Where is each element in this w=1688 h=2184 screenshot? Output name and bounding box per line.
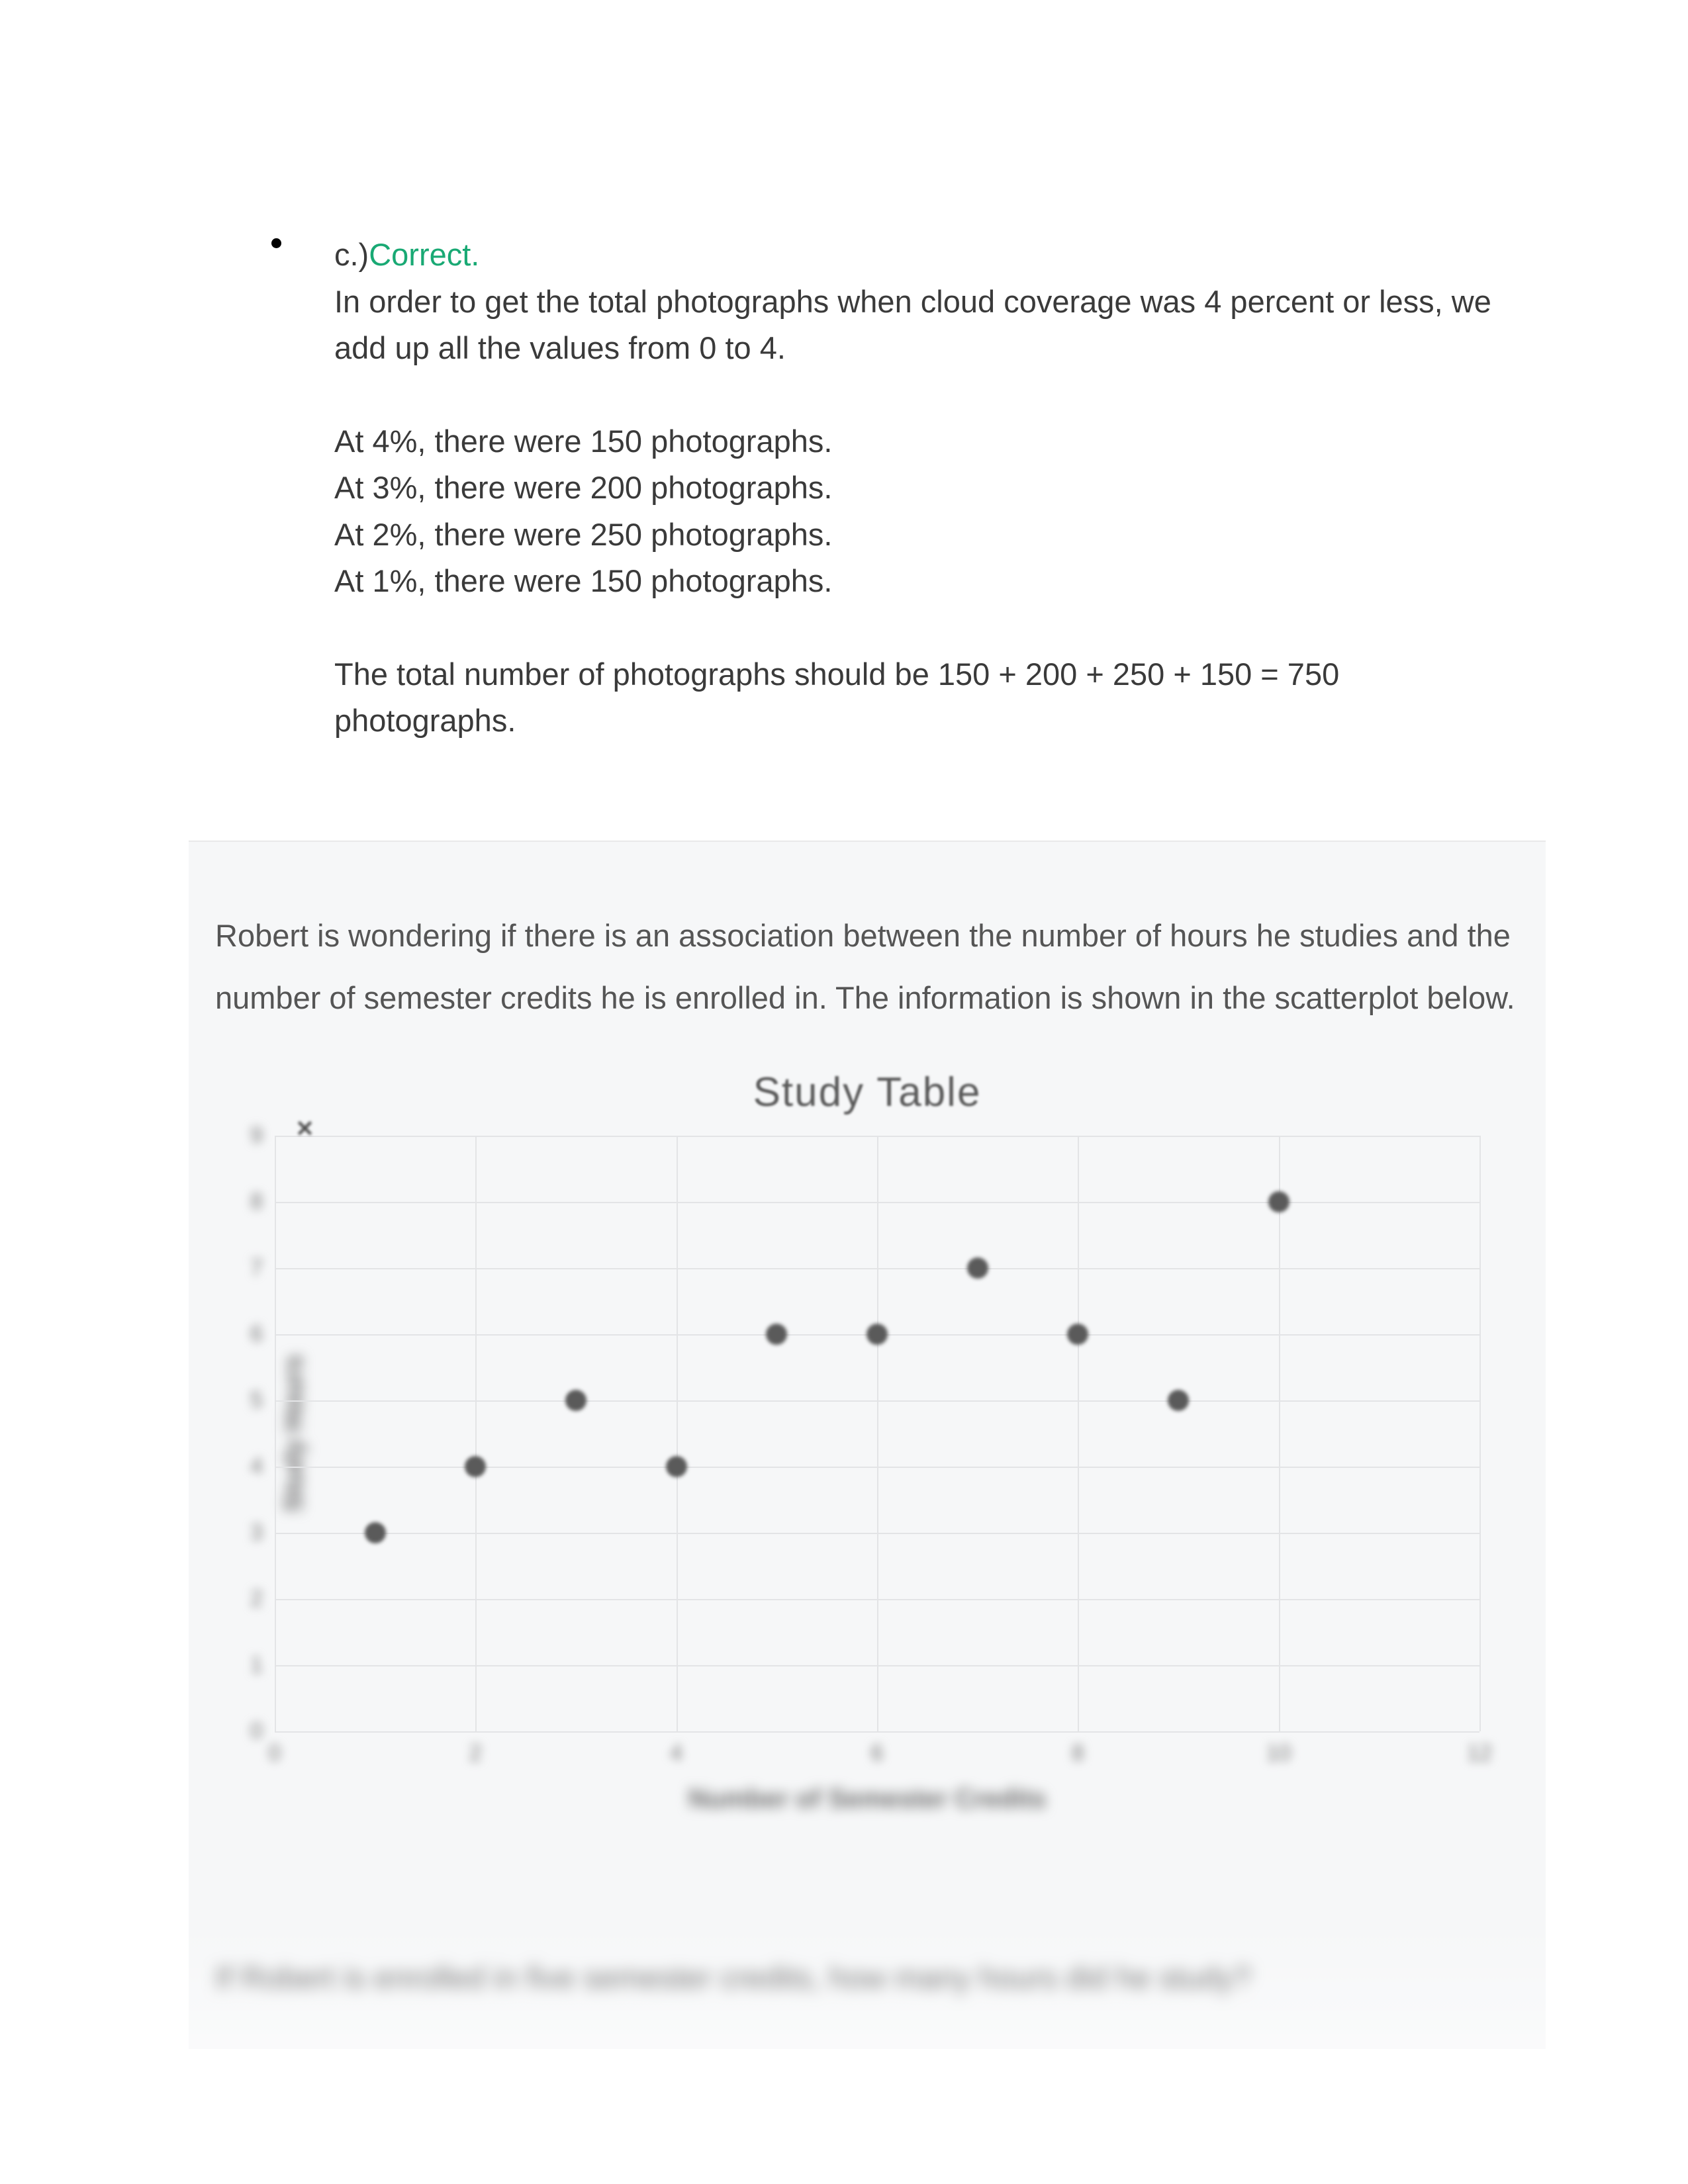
chart-ylabel: Study Hours xyxy=(279,1355,308,1512)
answer-line-2: At 2%, there were 250 photographs. xyxy=(271,512,1516,559)
chart-point xyxy=(666,1456,687,1477)
close-icon: ✕ xyxy=(295,1116,314,1142)
chart-xtick: 6 xyxy=(871,1741,884,1766)
chart-point xyxy=(867,1324,888,1345)
answer-correct: Correct. xyxy=(369,237,479,272)
chart-gridline-v xyxy=(475,1136,477,1731)
chart-gridline-h xyxy=(275,1533,1479,1534)
chart-ytick: 5 xyxy=(250,1388,263,1414)
chart-gridline-h xyxy=(275,1136,1479,1137)
answer-line-0: At 4%, there were 150 photographs. xyxy=(271,418,1516,465)
chart-ytick: 3 xyxy=(250,1520,263,1546)
chart-ytick: 8 xyxy=(250,1189,263,1215)
chart-xtick: 4 xyxy=(670,1741,682,1766)
chart-ytick: 2 xyxy=(250,1586,263,1612)
chart-xtick: 8 xyxy=(1072,1741,1084,1766)
question-block: Robert is wondering if there is an assoc… xyxy=(189,842,1546,2049)
chart-ytick: 6 xyxy=(250,1322,263,1347)
chart-gridline-h xyxy=(275,1599,1479,1600)
chart-gridline-h xyxy=(275,1467,1479,1468)
chart-gridline-v xyxy=(1078,1136,1079,1731)
spacer xyxy=(271,372,1516,418)
answer-label: c.) xyxy=(334,237,369,272)
chart-title: Study Table xyxy=(215,1069,1519,1116)
page: c.)Correct. In order to get the total ph… xyxy=(0,0,1688,2184)
chart-ytick: 9 xyxy=(250,1123,263,1149)
chart: Study Table Study Hours 0123456789024681… xyxy=(215,1069,1519,1814)
chart-point xyxy=(1268,1191,1289,1212)
chart-point xyxy=(565,1390,586,1411)
chart-gridline-v xyxy=(1479,1136,1481,1731)
answer-block: c.)Correct. In order to get the total ph… xyxy=(271,232,1516,745)
answer-heading: c.)Correct. xyxy=(271,232,1516,279)
answer-intro: In order to get the total photographs wh… xyxy=(271,279,1516,372)
chart-point xyxy=(766,1324,787,1345)
chart-point xyxy=(1067,1324,1088,1345)
chart-point xyxy=(365,1522,386,1543)
bullet-icon xyxy=(271,238,281,248)
chart-xtick: 10 xyxy=(1266,1741,1291,1766)
chart-gridline-h xyxy=(275,1665,1479,1666)
chart-gridline-v xyxy=(1279,1136,1280,1731)
answer-line-1: At 3%, there were 200 photographs. xyxy=(271,465,1516,512)
chart-gridline-v xyxy=(877,1136,878,1731)
chart-gridline-h xyxy=(275,1400,1479,1402)
chart-ytick: 7 xyxy=(250,1255,263,1281)
chart-xlabel: Number of Semester Credits xyxy=(215,1784,1519,1814)
answer-line-3: At 1%, there were 150 photographs. xyxy=(271,558,1516,605)
chart-point xyxy=(967,1257,988,1279)
chart-gridline-h xyxy=(275,1202,1479,1203)
chart-xtick: 0 xyxy=(269,1741,281,1766)
chart-plot-area: Study Hours 0123456789024681012✕ xyxy=(275,1136,1479,1731)
chart-point xyxy=(1168,1390,1189,1411)
question-text: Robert is wondering if there is an assoc… xyxy=(189,842,1546,1069)
chart-gridline-h xyxy=(275,1731,1479,1733)
chart-gridline-h xyxy=(275,1268,1479,1269)
chart-xtick: 2 xyxy=(469,1741,482,1766)
chart-xtick: 12 xyxy=(1467,1741,1492,1766)
answer-conclusion: The total number of photographs should b… xyxy=(271,651,1516,745)
spacer xyxy=(271,605,1516,651)
chart-ytick: 4 xyxy=(250,1454,263,1480)
chart-ytick: 1 xyxy=(250,1653,263,1678)
chart-gridline-v xyxy=(275,1136,276,1731)
chart-ytick: 0 xyxy=(250,1719,263,1745)
followup-question: If Robert is enrolled in five semester c… xyxy=(189,1814,1546,2049)
chart-gridline-v xyxy=(677,1136,678,1731)
chart-point xyxy=(465,1456,486,1477)
